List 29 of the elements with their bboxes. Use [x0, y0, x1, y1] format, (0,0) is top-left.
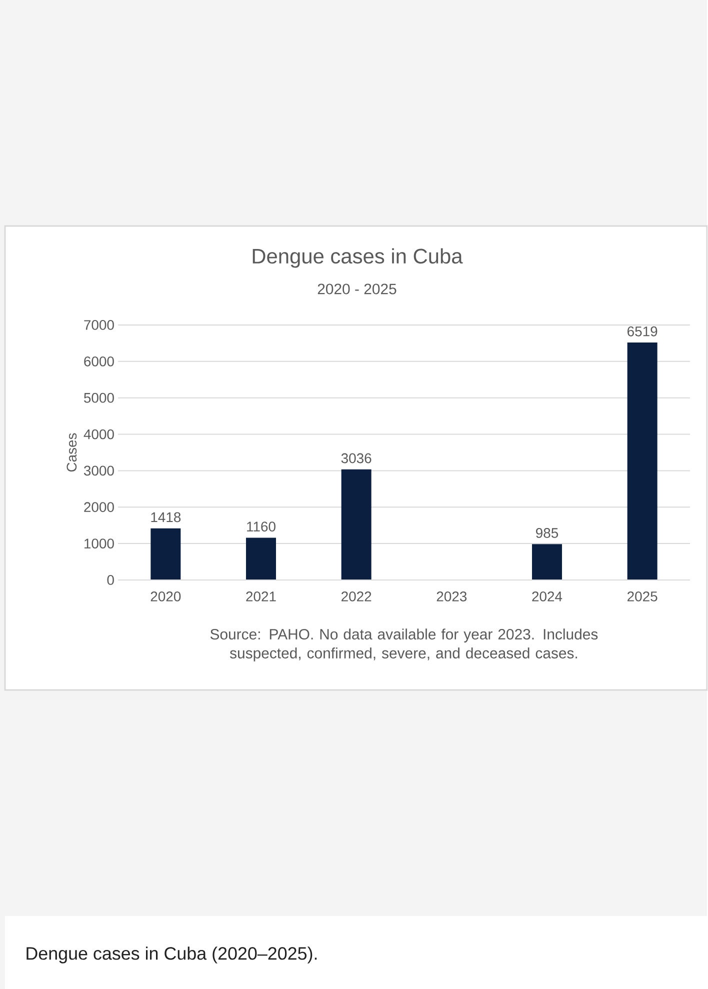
y-tick-label: 6000 [84, 356, 114, 366]
y-tick-label: 5000 [84, 392, 114, 403]
y-axis-title: Cases [66, 433, 77, 472]
x-tick-label: 2024 [532, 591, 562, 602]
x-tick-label: 2025 [628, 591, 658, 602]
data-label: 6519 [628, 326, 658, 336]
bar [150, 528, 181, 580]
source-note: Source: PAHO. No data available for year 2023. Includes suspected, confirmed, severe, and deceased cases. [210, 628, 598, 662]
y-tick-label: 2000 [84, 502, 114, 512]
bar [341, 469, 372, 580]
data-label: 985 [536, 528, 558, 538]
y-tick-label: 0 [107, 575, 114, 585]
x-tick-label: 2020 [150, 591, 181, 602]
chart-title: Dengue cases in Cuba [253, 248, 463, 268]
x-tick-label: 2023 [436, 591, 467, 602]
x-tick-label: 2021 [246, 591, 276, 602]
x-tick-label: 2022 [342, 591, 372, 602]
y-tick-label: 1000 [84, 538, 114, 548]
y-tick-label: 3000 [84, 466, 114, 476]
text: Dengue cases in Cuba (2020–2025). [26, 946, 317, 964]
bar [532, 544, 562, 580]
data-label: 3036 [341, 453, 372, 464]
y-tick-label: 7000 [84, 320, 114, 330]
bar [627, 342, 658, 580]
bar [246, 538, 276, 580]
data-label: 1418 [151, 512, 181, 522]
chart-subtitle: 2020 - 2025 [318, 284, 396, 294]
data-label: 1160 [247, 522, 276, 532]
y-tick-label: 4000 [84, 429, 114, 440]
